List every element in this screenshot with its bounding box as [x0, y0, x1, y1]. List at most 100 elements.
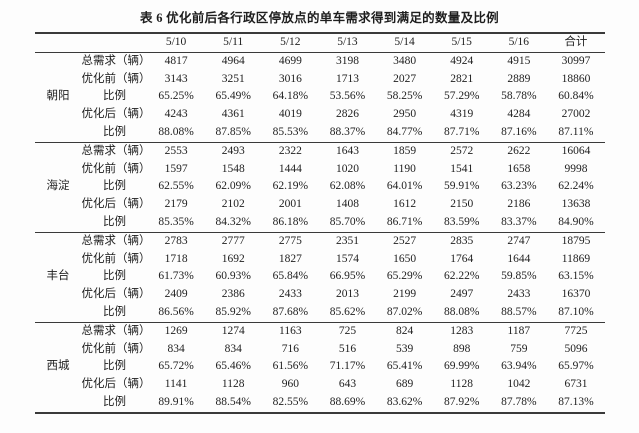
value-cell: 2950	[393, 108, 417, 121]
row-label: 优化前（辆）	[81, 252, 151, 265]
value-cell: 1827	[278, 252, 302, 265]
value-cell: 2386	[221, 288, 245, 301]
value-cell: 2433	[507, 288, 531, 301]
value-cell: 65.41%	[386, 360, 423, 373]
value-cell: 64.01%	[386, 180, 423, 193]
value-cell: 6731	[564, 378, 588, 391]
value-cell: 16064	[561, 144, 591, 157]
value-cell: 4915	[507, 54, 531, 67]
value-cell: 2409	[164, 288, 188, 301]
value-cell: 86.56%	[158, 305, 194, 318]
value-cell: 1612	[393, 198, 417, 211]
table-row: 海淀 总需求（辆） 2553 2493 2322 1643 1859 2572 2622 1606…	[35, 142, 605, 193]
row-label: 优化前（辆）	[81, 72, 151, 85]
value-cell: 87.02%	[386, 305, 423, 318]
value-cell: 84.77%	[386, 125, 423, 138]
value-cell: 87.68%	[272, 305, 309, 318]
column-header-date: 5/10	[165, 36, 187, 48]
value-cell: 960	[281, 378, 299, 391]
value-cell: 69.99%	[443, 360, 480, 373]
value-cell: 2150	[450, 198, 474, 211]
value-cell: 85.53%	[272, 125, 309, 138]
value-cell: 2102	[221, 198, 245, 211]
table-caption: 表 6 优化前后各行政区停放点的单车需求得到满足的数量及比例	[139, 11, 499, 25]
row-label: 比例	[103, 305, 126, 318]
value-cell: 1128	[450, 378, 473, 391]
value-cell: 1141	[164, 378, 188, 391]
table-row: 西城 总需求（辆） 1269 1274 1163 725 824 1283 1187 7725	[35, 322, 605, 373]
value-cell: 83.59%	[443, 215, 480, 228]
value-cell: 65.97%	[558, 360, 594, 373]
value-cell: 65.84%	[272, 270, 309, 283]
value-cell: 1283	[450, 324, 474, 337]
value-cell: 689	[395, 378, 414, 391]
column-header-date: 5/13	[337, 36, 358, 48]
value-cell: 59.85%	[501, 270, 537, 283]
value-cell: 2527	[393, 234, 417, 247]
table-row: 优化后（辆） 1141 1128 960 643 689 1128 1042 6731	[35, 376, 605, 394]
value-cell: 61.56%	[272, 360, 309, 373]
table-row: 优化前（辆） 1718 1692 1827 1574 1650 1764 1644 11869	[35, 251, 605, 269]
value-cell: 1190	[393, 162, 416, 175]
value-cell: 3198	[335, 54, 359, 67]
value-cell: 1274	[221, 324, 245, 337]
value-cell: 87.85%	[215, 125, 251, 138]
table-row: 优化后（辆） 4243 4361 4019 2826 2950 4319 4284 27002	[35, 106, 605, 124]
row-label: 优化后（辆）	[81, 288, 151, 301]
table-row: 朝阳 总需求（辆） 4817 4964 4699 3198 3480 4924 4915 3099…	[35, 52, 605, 103]
value-cell: 2351	[335, 234, 359, 247]
value-cell: 2493	[221, 144, 245, 157]
value-cell: 57.29%	[443, 90, 480, 103]
value-cell: 88.08%	[158, 125, 194, 138]
value-cell: 89.91%	[158, 395, 194, 408]
value-cell: 834	[224, 342, 242, 355]
table-row: 优化后（辆） 2179 2102 2001 1408 1612 2150 2186 13638	[35, 196, 605, 214]
value-cell: 2783	[164, 234, 188, 247]
value-cell: 27002	[561, 108, 591, 121]
value-cell: 898	[453, 342, 471, 355]
value-cell: 1692	[221, 252, 245, 265]
value-cell: 87.10%	[558, 305, 594, 318]
value-cell: 85.70%	[329, 215, 366, 228]
value-cell: 62.08%	[329, 180, 366, 193]
table-header: 5/10 5/11 5/12 5/13 5/14 5/15 5/16 合计	[34, 33, 605, 53]
table-row: 优化后（辆） 2409 2386 2433 2013 2199 2497 2433 16370	[35, 286, 605, 304]
value-cell: 1764	[450, 252, 474, 265]
value-cell: 65.46%	[215, 360, 251, 373]
value-cell: 1650	[393, 252, 417, 265]
table-row: 优化前（辆） 834 834 716 516 539 898 759 5096	[35, 341, 605, 359]
value-cell: 63.94%	[501, 360, 537, 373]
value-cell: 1859	[393, 144, 417, 157]
value-cell: 1658	[507, 162, 531, 175]
value-cell: 716	[281, 342, 299, 355]
value-cell: 2199	[393, 288, 417, 301]
value-cell: 87.78%	[501, 395, 537, 408]
row-label: 总需求（辆）	[81, 144, 151, 157]
value-cell: 18795	[561, 234, 591, 247]
value-cell: 88.57%	[501, 305, 537, 318]
value-cell: 5096	[564, 342, 588, 355]
value-cell: 2013	[335, 288, 359, 301]
value-cell: 62.09%	[215, 180, 251, 193]
value-cell: 60.93%	[215, 270, 251, 283]
value-cell: 759	[510, 342, 528, 355]
value-cell: 53.56%	[329, 90, 366, 103]
value-cell: 2179	[164, 198, 188, 211]
row-label: 优化前（辆）	[81, 162, 151, 175]
value-cell: 2186	[507, 198, 531, 211]
header-row: 5/10 5/11 5/12 5/13 5/14 5/15 5/16 合计	[34, 33, 605, 53]
value-cell: 85.62%	[329, 305, 366, 318]
value-cell: 2433	[278, 288, 302, 301]
value-cell: 2889	[507, 72, 531, 85]
value-cell: 60.84%	[558, 90, 594, 103]
column-header-total: 合计	[564, 36, 588, 48]
value-cell: 2821	[450, 72, 474, 85]
value-cell: 1718	[164, 252, 188, 265]
value-cell: 65.29%	[386, 270, 423, 283]
table-row: 比例 86.56% 85.92% 87.68% 85.62% 87.02% 88.08% 88…	[34, 304, 605, 323]
value-cell: 1042	[507, 378, 531, 391]
value-cell: 2497	[450, 288, 474, 301]
value-cell: 3016	[278, 72, 302, 85]
table-row: 优化前（辆） 1597 1548 1444 1020 1190 1541 1658 9998	[35, 161, 605, 179]
